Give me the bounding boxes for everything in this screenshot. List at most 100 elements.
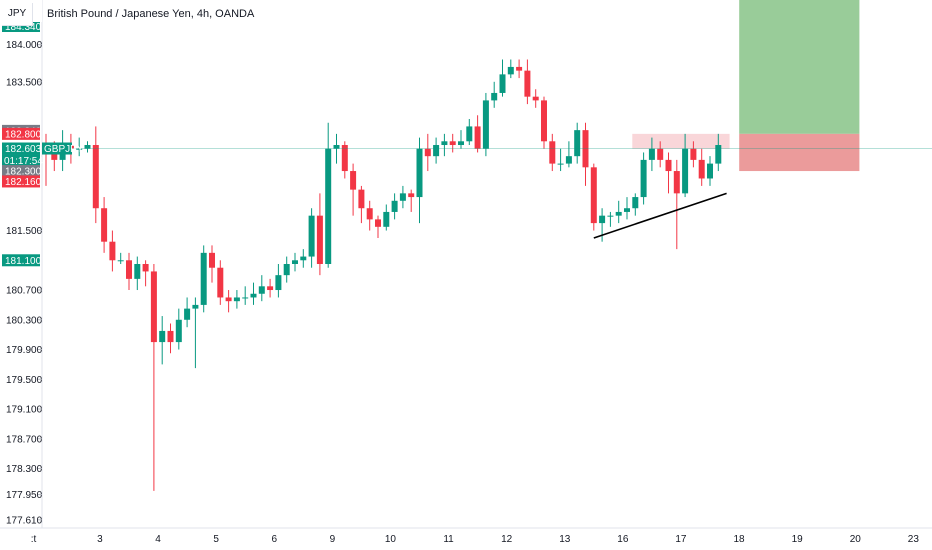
candle-body xyxy=(715,145,722,164)
candle-body xyxy=(341,145,348,172)
top-level-label-bg xyxy=(2,22,40,32)
candle-body xyxy=(76,148,83,150)
candle-body xyxy=(441,141,448,146)
candle-body xyxy=(433,145,440,157)
candle-body xyxy=(209,252,215,268)
candle-body xyxy=(474,126,481,149)
entry-level-label-bg xyxy=(2,127,40,140)
candle-body xyxy=(673,171,680,194)
y-tick-label: 181.500 xyxy=(6,226,43,237)
y-tick-label: 184.000 xyxy=(6,40,43,51)
y-tick-label: 180.700 xyxy=(6,286,43,297)
green-level-label: 181.100 xyxy=(5,256,42,267)
candle-body xyxy=(690,148,697,160)
candle-body xyxy=(142,264,149,272)
candle-body xyxy=(632,197,639,209)
candle-body xyxy=(217,267,224,298)
candle-body xyxy=(350,171,357,190)
candle-body xyxy=(582,130,589,168)
candle-body xyxy=(499,74,506,93)
candle-body xyxy=(391,200,398,212)
y-tick-label: 178.300 xyxy=(6,464,43,475)
candle-body xyxy=(333,145,340,149)
candle-body xyxy=(250,293,257,298)
candle-body xyxy=(300,256,307,261)
x-tick-label: 12 xyxy=(501,534,513,545)
candle-body xyxy=(707,163,713,179)
candle-body xyxy=(590,167,597,224)
candle-body xyxy=(507,66,514,75)
candle-body xyxy=(258,286,265,294)
x-tick-label: 5 xyxy=(213,534,219,545)
take-profit-zone xyxy=(739,0,860,134)
annotation-zones xyxy=(632,0,860,172)
green-level-label-bg xyxy=(2,254,40,267)
candle-body xyxy=(424,148,431,157)
x-tick-label: 17 xyxy=(675,534,687,545)
symbol-tag: GBPJPY xyxy=(44,144,84,155)
candle-body xyxy=(175,319,182,343)
y-tick-label: 177.950 xyxy=(6,490,43,501)
candle-body xyxy=(657,148,664,160)
candle-body xyxy=(267,286,274,291)
candle-body xyxy=(159,330,166,343)
top-level-label: 184.340 xyxy=(5,22,42,33)
candle-body xyxy=(549,141,556,164)
candle-body xyxy=(375,219,381,227)
y-tick-label: 179.100 xyxy=(6,405,43,416)
candle-body xyxy=(200,252,207,305)
x-tick-label: 10 xyxy=(385,534,397,545)
x-tick-label: 3 xyxy=(97,534,103,545)
x-tick-label: :t xyxy=(31,534,37,545)
candle-body xyxy=(615,211,622,216)
candle-body xyxy=(358,189,365,209)
candle-body xyxy=(117,260,124,262)
chart-title: British Pound / Japanese Yen, 4h, OANDA xyxy=(47,8,255,20)
candle-body xyxy=(698,159,705,179)
candle-body xyxy=(491,92,498,101)
stop-level-label-bg xyxy=(2,175,40,188)
candle-body xyxy=(607,215,614,217)
candle-body xyxy=(167,330,174,343)
candle-body xyxy=(150,271,157,343)
x-tick-label: 23 xyxy=(908,534,920,545)
stop-loss-zone xyxy=(739,133,860,172)
x-tick-label: 4 xyxy=(155,534,161,545)
candles xyxy=(43,59,722,491)
chart-header: JPY British Pound / Japanese Yen, 4h, OA… xyxy=(0,0,254,28)
candle-body xyxy=(624,208,630,212)
candle-body xyxy=(275,275,282,291)
candle-body xyxy=(383,211,390,227)
candle-body xyxy=(283,264,290,276)
candle-body xyxy=(599,215,606,224)
candle-body xyxy=(192,304,199,309)
candle-body xyxy=(640,159,647,198)
candle-body xyxy=(126,260,132,279)
candle-body xyxy=(109,241,116,261)
y-tick-label: 180.300 xyxy=(6,315,43,326)
entry-level-label: 182.800 xyxy=(5,129,42,140)
x-tick-label: 6 xyxy=(271,534,277,545)
stop-level-label: 182.160 xyxy=(5,177,42,188)
symbol-tab[interactable]: JPY xyxy=(2,2,33,26)
candle-body xyxy=(399,193,406,201)
candle-body xyxy=(557,163,564,165)
x-tick-label: 18 xyxy=(733,534,745,545)
gray-level-label-bg xyxy=(2,165,40,178)
x-tick-label: 13 xyxy=(559,534,571,545)
y-tick-label: 179.500 xyxy=(6,375,43,386)
candle-body xyxy=(466,126,473,142)
candle-body xyxy=(134,264,141,279)
countdown-label: 01:17:54 xyxy=(4,156,43,167)
candle-body xyxy=(316,215,323,264)
y-tick-label: 177.610 xyxy=(6,515,43,526)
x-tick-label: 20 xyxy=(850,534,862,545)
candle-body xyxy=(184,308,191,320)
candle-body xyxy=(308,215,315,257)
candle-body xyxy=(92,145,99,209)
candle-body xyxy=(225,297,232,302)
candle-body xyxy=(532,96,539,101)
drawings xyxy=(42,148,932,239)
last-price-label: 182.603 xyxy=(5,144,42,155)
